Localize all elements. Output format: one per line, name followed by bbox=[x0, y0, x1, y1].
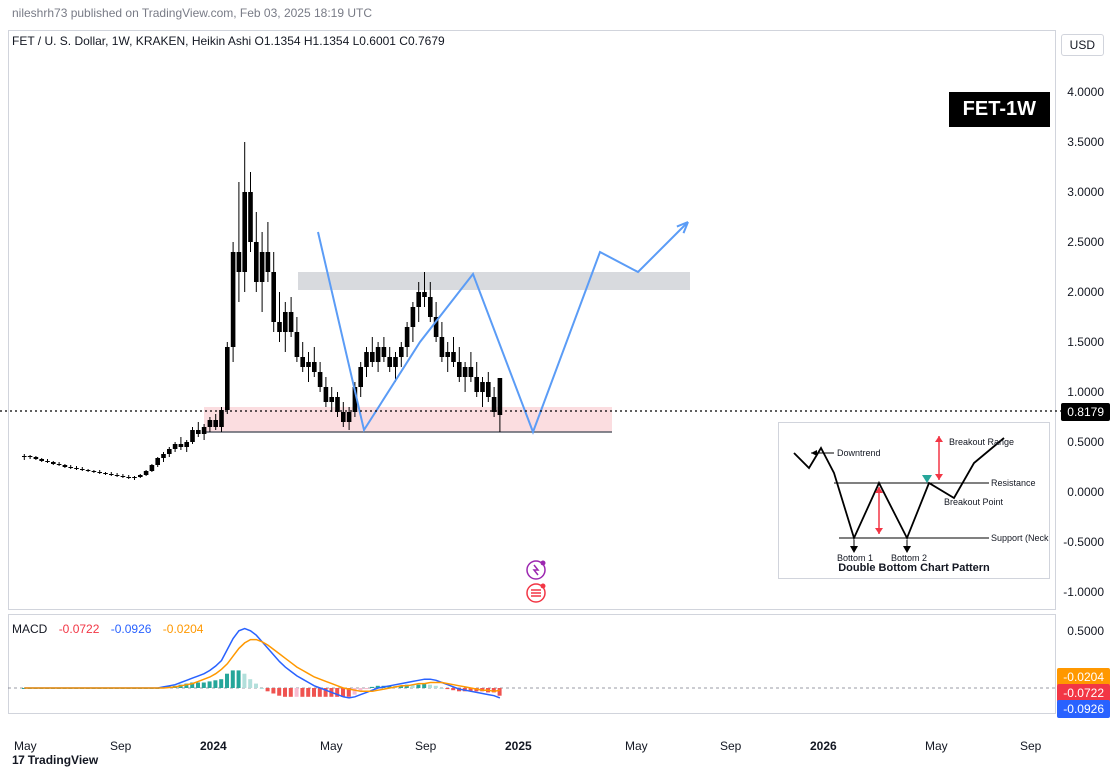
svg-text:Breakout Point: Breakout Point bbox=[944, 497, 1004, 507]
y-tick: 0.0000 bbox=[1067, 485, 1104, 499]
svg-text:Breakout Range: Breakout Range bbox=[949, 437, 1014, 447]
y-tick: 3.0000 bbox=[1067, 185, 1104, 199]
svg-text:Support (Neckline): Support (Neckline) bbox=[991, 533, 1049, 543]
price-line bbox=[0, 409, 1110, 413]
x-tick: May bbox=[625, 739, 648, 753]
inset-title: Double Bottom Chart Pattern bbox=[779, 562, 1049, 574]
x-tick: May bbox=[14, 739, 37, 753]
x-tick: 2026 bbox=[810, 739, 837, 753]
x-tick: Sep bbox=[720, 739, 741, 753]
y-tick: 2.0000 bbox=[1067, 285, 1104, 299]
x-tick: Sep bbox=[110, 739, 131, 753]
pattern-inset: Downtrend Breakout Range Resistance Breakou… bbox=[778, 422, 1050, 579]
y-tick: 0.5000 bbox=[1067, 435, 1104, 449]
last-price-tag: 0.8179 bbox=[1061, 403, 1110, 421]
x-tick: Sep bbox=[415, 739, 436, 753]
tradingview-logo: 17 TradingView bbox=[12, 753, 98, 767]
y-tick: -0.5000 bbox=[1063, 535, 1104, 549]
macd-value-tag: -0.0926 bbox=[1057, 700, 1110, 718]
x-tick: May bbox=[925, 739, 948, 753]
y-tick: 1.5000 bbox=[1067, 335, 1104, 349]
y-tick: 1.0000 bbox=[1067, 385, 1104, 399]
inset-diagram: Downtrend Breakout Range Resistance Breakou… bbox=[779, 423, 1049, 578]
svg-text:Downtrend: Downtrend bbox=[837, 448, 881, 458]
x-tick: May bbox=[320, 739, 343, 753]
x-tick: Sep bbox=[1020, 739, 1041, 753]
x-tick: 2025 bbox=[505, 739, 532, 753]
macd-ytick: 0.5000 bbox=[1067, 624, 1104, 638]
currency-button[interactable]: USD bbox=[1061, 34, 1104, 56]
x-tick: 2024 bbox=[200, 739, 227, 753]
svg-text:Resistance: Resistance bbox=[991, 478, 1036, 488]
y-tick: -1.0000 bbox=[1063, 585, 1104, 599]
y-tick: 3.5000 bbox=[1067, 135, 1104, 149]
y-tick: 2.5000 bbox=[1067, 235, 1104, 249]
macd-chart[interactable] bbox=[8, 614, 1056, 714]
y-tick: 4.0000 bbox=[1067, 85, 1104, 99]
